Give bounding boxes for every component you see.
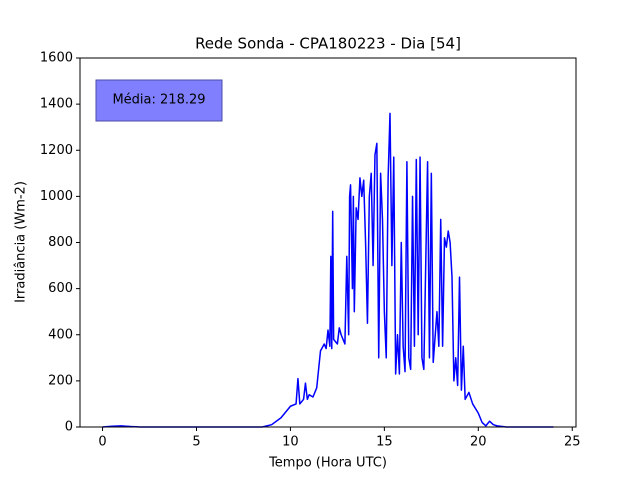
y-axis-label: Irradiância (Wm-2): [14, 181, 29, 303]
y-tick-label: 1000: [40, 189, 73, 204]
data-line: [102, 112, 554, 428]
chart-title: Rede Sonda - CPA180223 - Dia [54]: [195, 35, 461, 53]
annotation: Média: 218.29: [112, 93, 205, 108]
y-tick-label: 800: [48, 235, 73, 250]
x-tick-label: 15: [376, 435, 393, 450]
x-tick-label: 10: [282, 435, 299, 450]
x-tick-label: 20: [470, 435, 487, 450]
y-tick-label: 400: [48, 327, 73, 342]
y-tick-label: 1400: [40, 97, 73, 112]
annotation-box: [95, 79, 223, 122]
x-tick-label: 25: [564, 435, 581, 450]
x-tick-label: 5: [192, 435, 200, 450]
y-tick-label: 200: [48, 373, 73, 388]
plot-frame: [79, 57, 577, 428]
x-axis-label: Tempo (Hora UTC): [268, 456, 387, 471]
x-tick-label: 0: [98, 435, 106, 450]
y-tick-label: 1600: [40, 51, 73, 66]
y-tick-label: 1200: [40, 143, 73, 158]
y-tick-label: 600: [48, 281, 73, 296]
y-tick-label: 0: [65, 420, 73, 435]
